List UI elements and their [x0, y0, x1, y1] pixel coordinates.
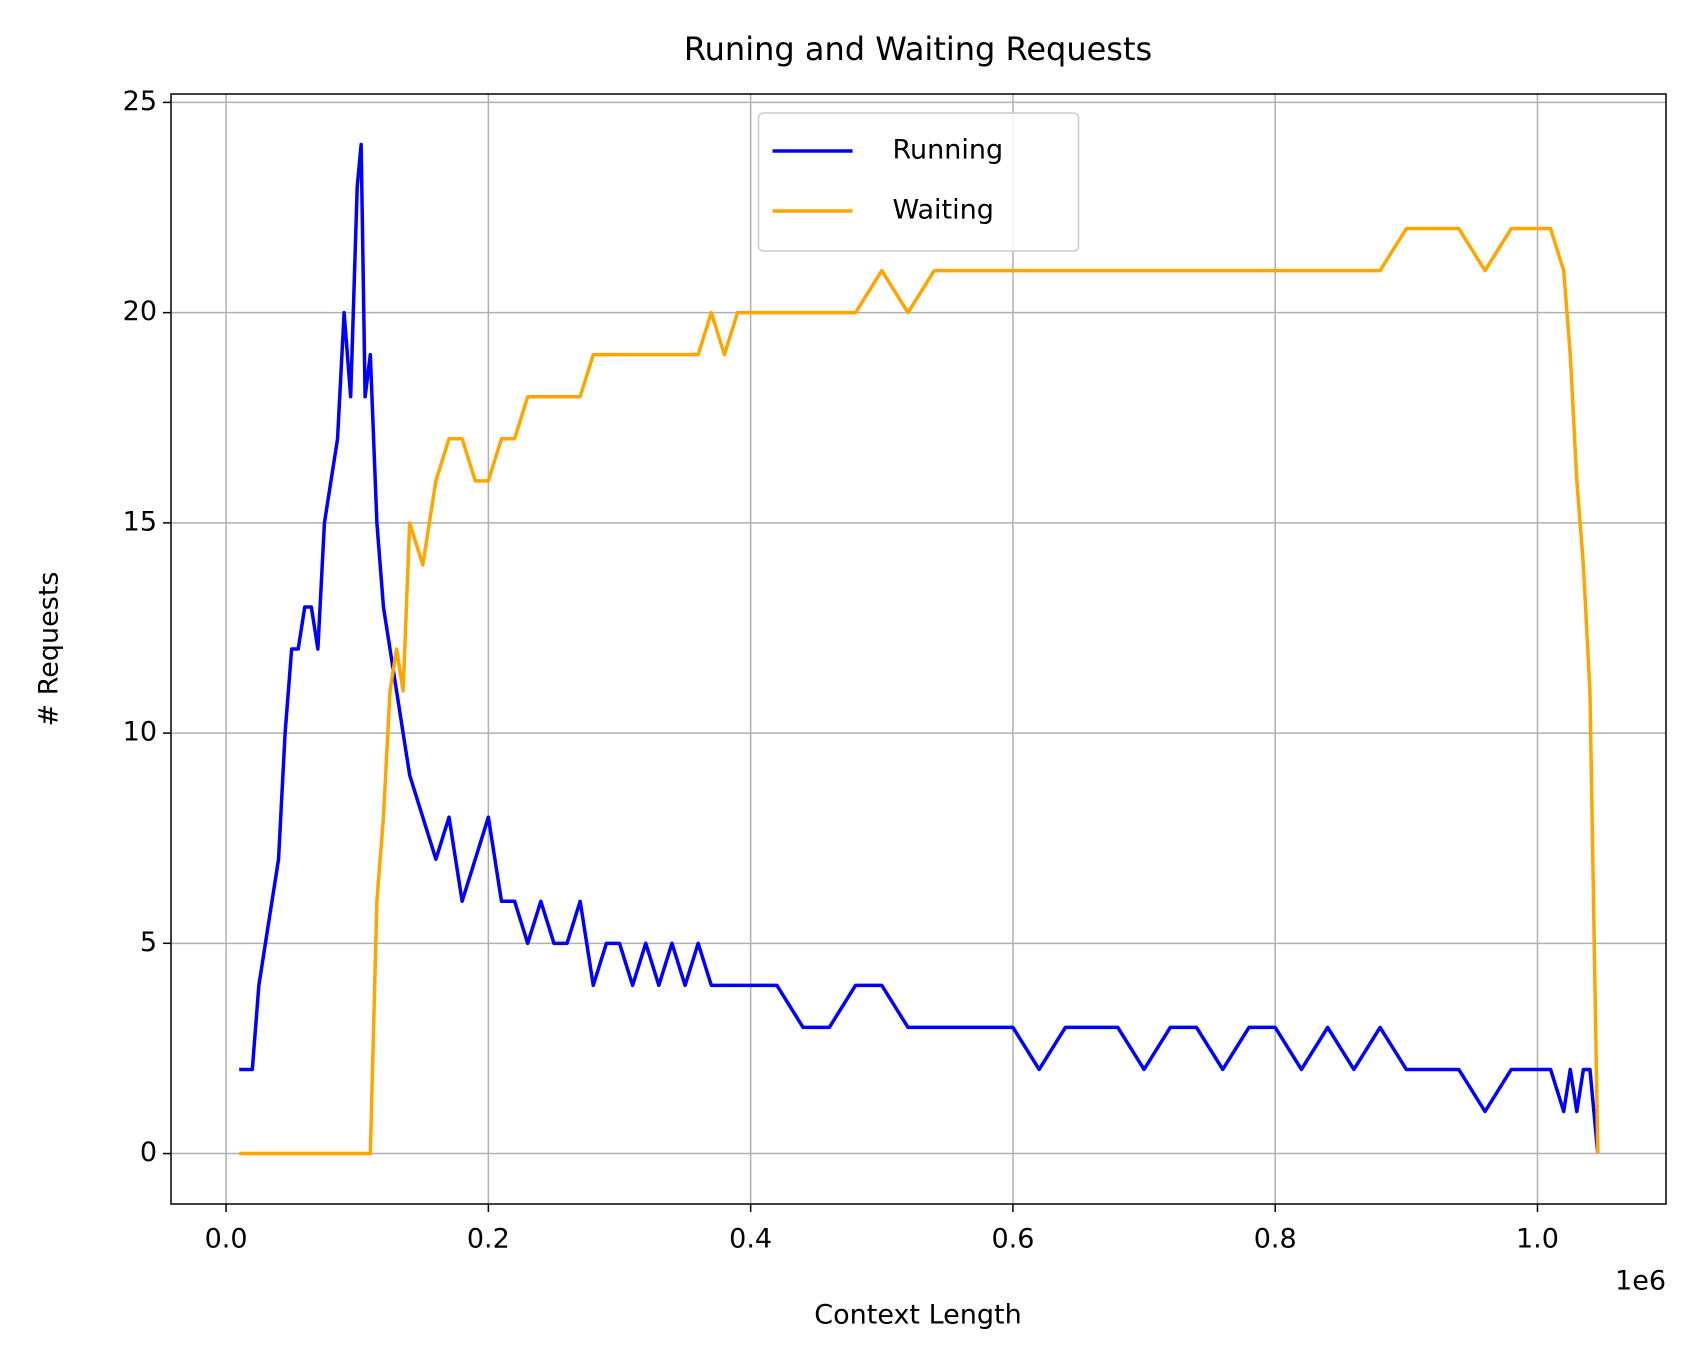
- y-tick-label: 25: [123, 86, 157, 117]
- series-line: [239, 142, 1600, 1154]
- chart-title: Runing and Waiting Requests: [684, 30, 1152, 68]
- x-axis-label: Context Length: [814, 1300, 1021, 1331]
- legend: Running Waiting: [757, 112, 1080, 252]
- x-tick-label: 0.0: [205, 1224, 248, 1255]
- x-tick-label: 1.0: [1516, 1224, 1559, 1255]
- series-line: [239, 226, 1600, 1156]
- plot-frame: [170, 93, 1667, 1205]
- x-tick-label: 0.4: [729, 1224, 772, 1255]
- y-tick-label: 0: [140, 1137, 157, 1168]
- x-offset-label: 1e6: [1615, 1266, 1666, 1297]
- y-tick-label: 15: [123, 506, 157, 537]
- legend-box: [757, 112, 1080, 252]
- y-tick-label: 10: [123, 717, 157, 748]
- y-axis-label: # Requests: [34, 572, 65, 727]
- x-tick-label: 0.6: [991, 1224, 1034, 1255]
- x-tick-label: 0.2: [467, 1224, 510, 1255]
- x-tick-label: 0.8: [1254, 1224, 1297, 1255]
- legend-label: Waiting: [893, 195, 994, 226]
- y-tick-label: 20: [123, 296, 157, 327]
- y-tick-label: 5: [140, 927, 157, 958]
- legend-label: Running: [893, 135, 1004, 166]
